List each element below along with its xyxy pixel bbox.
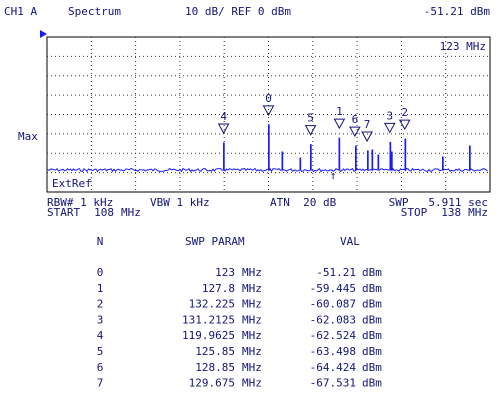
row-n: 0: [97, 266, 104, 279]
row-freq-unit: MHz: [242, 298, 262, 311]
row-freq: 127.8: [202, 282, 235, 295]
marker: [383, 122, 396, 134]
start-unit: MHz: [121, 206, 141, 219]
scale: 10 dB/ REF 0 dBm: [185, 5, 291, 18]
marker-label: 3: [386, 109, 393, 122]
row-n: 6: [97, 361, 104, 374]
row-val: -64.424: [310, 361, 357, 374]
marker-label: 5: [307, 112, 314, 125]
start-label: START: [47, 206, 80, 219]
marker: [217, 123, 230, 135]
channel: CH1 A: [4, 5, 37, 18]
row-n: 4: [97, 329, 104, 342]
row-val: -51.21: [316, 266, 356, 279]
row-n: 7: [97, 377, 104, 390]
marker: [349, 126, 361, 138]
marker: [398, 119, 411, 131]
marker-label: 0: [265, 92, 272, 105]
row-val-unit: dBm: [362, 313, 382, 326]
start: START 108 MHz: [47, 206, 141, 219]
ref-label: ExtRef: [52, 177, 92, 190]
marker: [333, 118, 346, 130]
row-freq-unit: MHz: [242, 266, 262, 279]
swp: SWP 5.911 sec: [389, 196, 488, 209]
row-freq-unit: MHz: [242, 377, 262, 390]
start-value: 108: [94, 206, 114, 219]
row-val: -63.498: [310, 345, 356, 358]
row-freq: 128.85: [195, 361, 235, 374]
row-val: -62.083: [310, 313, 356, 326]
marker-label: 6: [352, 113, 359, 126]
row-freq: 123: [215, 266, 235, 279]
row-val: -59.445: [310, 282, 356, 295]
arrow: ↑: [330, 169, 337, 182]
row-n: 3: [97, 313, 104, 326]
stop-value: 138: [441, 206, 461, 219]
row-freq-unit: MHz: [242, 313, 262, 326]
row-freq: 125.85: [195, 345, 235, 358]
row-val-unit: dBm: [362, 282, 382, 295]
row-freq-unit: MHz: [242, 345, 262, 358]
stop-unit: MHz: [468, 206, 488, 219]
marker-label: 2: [401, 106, 408, 119]
row-freq: 132.225: [189, 298, 235, 311]
marker-freq: 123 MHz: [440, 40, 486, 53]
row-val: -60.087: [310, 298, 356, 311]
marker: [304, 125, 317, 136]
row-val-unit: dBm: [362, 329, 382, 342]
ref-marker: [40, 30, 47, 38]
row-val-unit: dBm: [362, 266, 382, 279]
rbw: RBW# 1 kHz: [47, 196, 113, 209]
row-freq-unit: MHz: [242, 329, 262, 342]
row-val-unit: dBm: [362, 377, 382, 390]
col-header: VAL: [340, 235, 360, 248]
col-header: SWP PARAM: [185, 235, 245, 248]
row-freq-unit: MHz: [242, 361, 262, 374]
row-freq: 129.675: [189, 377, 235, 390]
row-n: 2: [97, 298, 104, 311]
marker: [262, 105, 275, 116]
marker-value: -51.21 dBm: [424, 5, 491, 18]
row-val-unit: dBm: [362, 298, 382, 311]
row-freq-unit: MHz: [242, 282, 262, 295]
row-n: 1: [97, 282, 104, 295]
y-label: Max: [18, 130, 38, 143]
marker-label: 4: [220, 110, 227, 123]
mode: Spectrum: [68, 5, 121, 18]
row-val-unit: dBm: [362, 361, 382, 374]
row-freq: 119.9625: [182, 329, 235, 342]
marker: [361, 131, 373, 143]
stop-label: STOP: [401, 206, 428, 219]
row-n: 5: [97, 345, 104, 358]
atn: ATN 20 dB: [270, 196, 337, 209]
marker-label: 1: [336, 105, 343, 118]
row-val: -62.524: [310, 329, 357, 342]
marker-label: 7: [364, 118, 371, 131]
vbw: VBW 1 kHz: [150, 196, 210, 209]
trace: [47, 124, 488, 173]
stop: STOP 138 MHz: [401, 206, 488, 219]
row-freq: 131.2125: [182, 313, 235, 326]
row-val: -67.531: [310, 377, 356, 390]
col-header: N: [97, 235, 104, 248]
row-val-unit: dBm: [362, 345, 382, 358]
